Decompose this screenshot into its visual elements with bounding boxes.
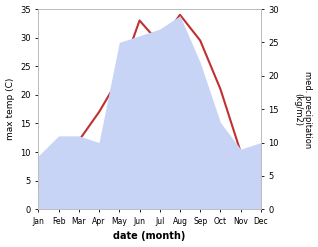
Y-axis label: max temp (C): max temp (C) [5, 78, 15, 140]
Y-axis label: med. precipitation
(kg/m2): med. precipitation (kg/m2) [293, 71, 313, 148]
X-axis label: date (month): date (month) [114, 231, 186, 242]
